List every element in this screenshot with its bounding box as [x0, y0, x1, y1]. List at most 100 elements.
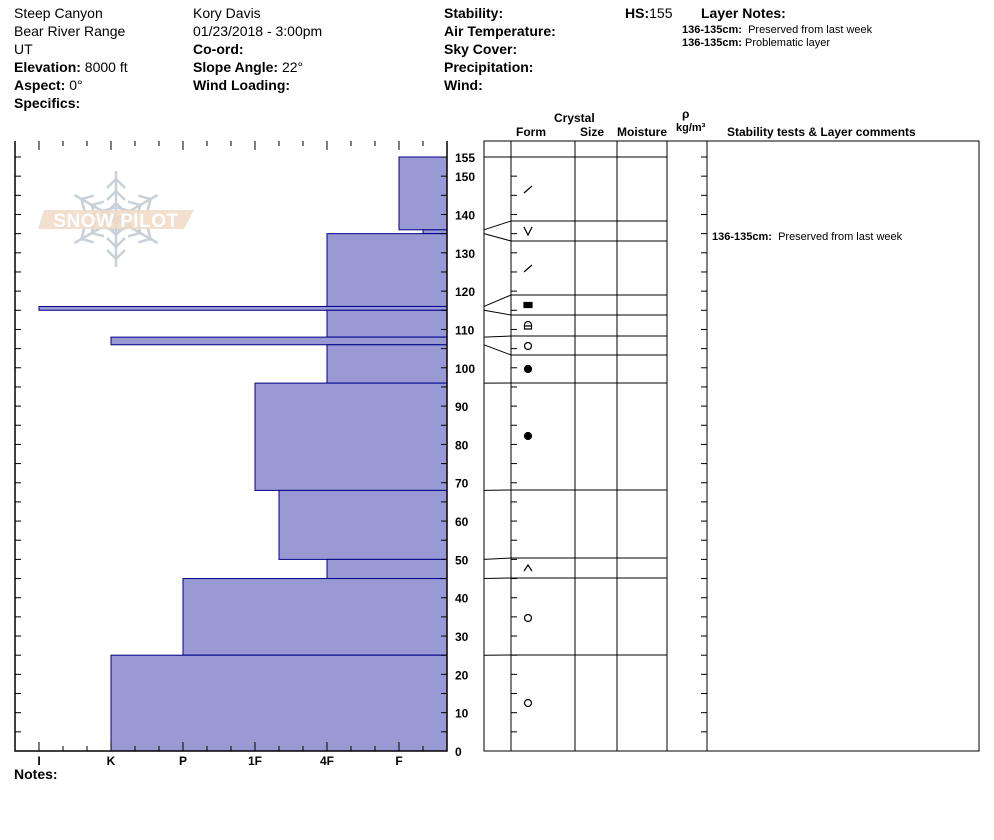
layer-note-text: Problematic layer [745, 37, 830, 49]
depth-label: 80 [455, 438, 469, 452]
layer-note-range: 136-135cm: [682, 37, 742, 49]
aspect-field: Aspect: 0° [14, 76, 83, 94]
hs-label: HS: [625, 5, 650, 21]
aspect-value: 0° [69, 77, 83, 93]
surface-hoar-icon [523, 563, 533, 572]
faceted-icon [523, 613, 533, 623]
elevation-field: Elevation: 8000 ft [14, 58, 128, 76]
layer-connector [483, 220, 512, 231]
square [523, 301, 533, 309]
depth-label: 70 [455, 477, 469, 491]
slope-value: 22° [281, 59, 304, 75]
depth-label: 0 [455, 745, 462, 759]
specifics-label: Specifics: [14, 95, 81, 111]
layer-connector [483, 309, 512, 316]
wind-label: Wind: [444, 77, 483, 93]
air-temp-label: Air Temperature: [444, 23, 556, 39]
depth-label: 60 [455, 515, 469, 529]
layer-note-range: 136-135cm: [682, 24, 742, 36]
dome [523, 320, 533, 330]
site-range: Bear River Range [14, 23, 126, 39]
depth-label: 100 [455, 362, 475, 376]
layer-connector [483, 557, 512, 560]
hardness-bar [254, 382, 448, 491]
hardness-bar [278, 489, 448, 560]
hardness-bar [326, 233, 448, 307]
hardness-bar [422, 229, 448, 235]
layer-note: 136-135cm: Preserved from last week [682, 24, 872, 37]
observer-name: Kory Davis [193, 5, 261, 21]
rounded-icon [523, 364, 533, 374]
layer-comment-text: Preserved from last week [778, 231, 903, 243]
v [523, 226, 533, 237]
depth-label: 140 [455, 208, 475, 222]
layer-connector [483, 233, 512, 242]
hardness-bar [326, 344, 448, 384]
layer-notes-title: Layer Notes: [701, 5, 786, 21]
layer-connector [483, 335, 512, 338]
layer-connector [483, 344, 512, 356]
depth-label: 130 [455, 247, 475, 261]
form-header: Form [516, 125, 546, 139]
snowflake-branch [106, 237, 126, 249]
faceted-icon [523, 698, 533, 708]
hardness-bar [326, 558, 448, 580]
elevation-value: 8000 ft [84, 59, 128, 75]
aspect-label: Aspect: [14, 77, 66, 93]
hardness-bar [326, 309, 448, 338]
layer-connector [483, 294, 512, 307]
moisture-header: Moisture [617, 125, 668, 139]
hardness-bar [110, 654, 448, 752]
layer-grid-frame [483, 140, 980, 752]
depth-label: 155 [455, 151, 475, 165]
snowflake-branch [106, 249, 126, 261]
density-unit-header: kg/m³ [676, 122, 706, 134]
layer-note-text: Preserved from last week [748, 24, 873, 36]
logo-text: SNOW PILOT [53, 211, 178, 232]
depth-label: 20 [455, 668, 469, 682]
hardness-label: K [107, 754, 116, 768]
depth-label: 120 [455, 285, 475, 299]
layer-connector [483, 577, 512, 580]
stability-label: Stability: [444, 5, 504, 21]
hardness-label: I [37, 754, 40, 768]
slash [523, 185, 533, 194]
hardness-bar [38, 305, 448, 311]
depth-label: 40 [455, 592, 469, 606]
rho-header: ρ [682, 107, 690, 121]
hardness-bar [398, 156, 448, 231]
open-circle [523, 698, 533, 708]
caret [523, 563, 533, 572]
hardness-label: F [395, 754, 402, 768]
rounded-icon [523, 431, 533, 441]
hardness-label: 4F [320, 754, 334, 768]
logo-band [38, 210, 194, 229]
size-header: Size [580, 125, 605, 139]
coord-label: Co-ord: [193, 41, 244, 57]
snowpilot-logo: SNOW PILOT [38, 171, 194, 267]
layer-comment-range: 136-135cm: [712, 231, 772, 243]
snowflake-branch [79, 194, 94, 212]
hs-value: 155 [649, 5, 673, 21]
snowflake-branch [79, 226, 94, 244]
site-name: Steep Canyon [14, 5, 103, 21]
notes-label: Notes: [14, 766, 58, 782]
hardness-label: P [179, 754, 187, 768]
layer-note: 136-135cm: Problematic layer [682, 37, 830, 50]
elevation-label: Elevation: [14, 59, 81, 75]
hardness-bar [182, 578, 448, 656]
wind-loading-label: Wind Loading: [193, 77, 291, 93]
decomposing-icon [523, 264, 533, 273]
depth-label: 30 [455, 630, 469, 644]
hs-field: HS:155 [625, 4, 672, 22]
sky-cover-label: Sky Cover: [444, 41, 518, 57]
depth-hoar-icon [523, 226, 533, 237]
crystal-header: Crystal [554, 111, 595, 125]
slope-label: Slope Angle: [193, 59, 279, 75]
stability-comments-header: Stability tests & Layer comments [727, 125, 916, 139]
faceted-rounded-icon [523, 320, 533, 330]
hardness-label: 1F [248, 754, 262, 768]
precipitation-label: Precipitation: [444, 59, 534, 75]
slash [523, 264, 533, 273]
